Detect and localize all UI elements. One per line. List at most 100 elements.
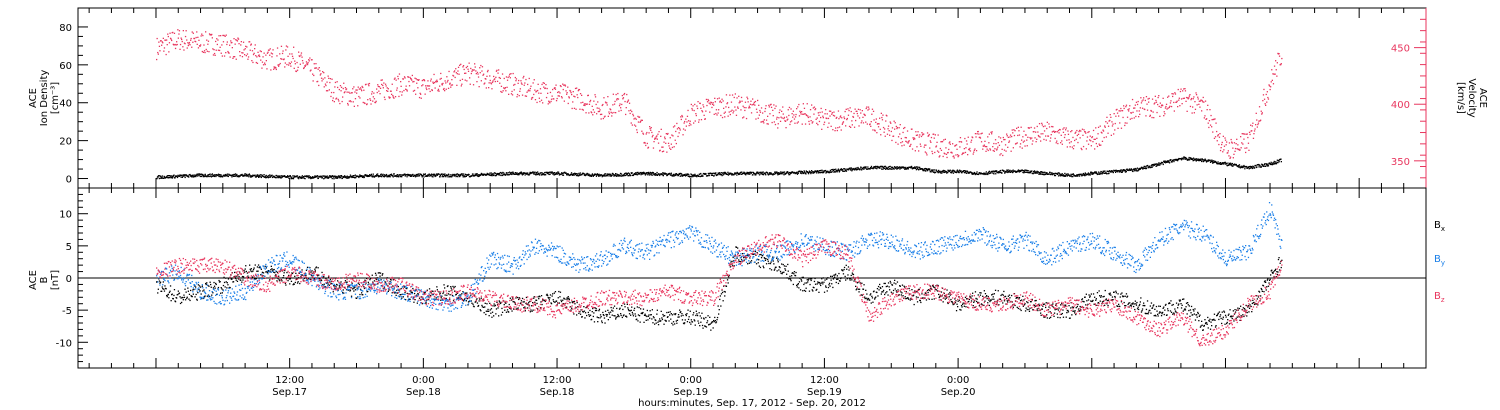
velocity-point <box>729 113 731 116</box>
density-point <box>1213 160 1215 162</box>
velocity-point <box>782 113 784 115</box>
velocity-point <box>1165 105 1167 108</box>
density-point <box>1084 175 1086 177</box>
density-point <box>1006 170 1008 172</box>
density-point <box>940 170 942 172</box>
velocity-point <box>345 88 348 90</box>
density-point <box>417 173 419 175</box>
velocity-point <box>502 90 504 92</box>
density-point <box>994 171 996 173</box>
velocity-point <box>343 92 345 94</box>
density-point <box>1036 170 1038 172</box>
velocity-point <box>359 87 362 89</box>
density-point <box>591 173 594 175</box>
velocity-point <box>223 34 225 37</box>
velocity-point <box>1193 96 1195 98</box>
velocity-point <box>475 73 477 75</box>
density-point <box>904 167 906 169</box>
velocity-point <box>547 103 549 105</box>
density-point <box>531 172 533 174</box>
velocity-point <box>466 80 468 82</box>
density-point <box>602 175 604 177</box>
density-point <box>427 174 430 176</box>
density-point <box>779 171 782 173</box>
bx-point <box>199 290 201 292</box>
velocity-point <box>377 85 379 88</box>
velocity-point <box>414 77 416 79</box>
density-point <box>904 168 906 170</box>
velocity-point <box>822 115 824 117</box>
bx-point <box>327 283 329 285</box>
density-point <box>1270 163 1272 166</box>
velocity-point <box>566 92 568 94</box>
density-point <box>251 175 254 178</box>
density-point <box>329 176 332 178</box>
velocity-point <box>216 38 218 40</box>
velocity-point <box>823 123 825 126</box>
velocity-point <box>669 137 671 139</box>
bx-point <box>250 270 252 272</box>
density-point <box>407 174 409 177</box>
density-point <box>738 173 740 176</box>
density-point <box>639 172 641 175</box>
density-point <box>288 177 290 179</box>
velocity-point <box>339 102 341 105</box>
velocity-point <box>1073 145 1075 147</box>
velocity-point <box>818 114 820 116</box>
density-point <box>684 173 686 176</box>
velocity-point <box>1195 94 1198 96</box>
velocity-point <box>1146 103 1148 105</box>
velocity-point <box>649 128 651 130</box>
density-point <box>769 172 771 174</box>
velocity-point <box>1089 135 1091 137</box>
density-point <box>168 175 171 177</box>
velocity-point <box>613 103 616 105</box>
velocity-point <box>516 96 518 98</box>
velocity-point <box>1037 131 1039 133</box>
velocity-point <box>1272 73 1274 75</box>
density-point <box>747 171 749 174</box>
velocity-point <box>529 87 531 90</box>
velocity-point <box>1006 133 1008 135</box>
bx-point <box>356 297 358 299</box>
density-point <box>287 175 289 177</box>
density-point <box>808 171 810 174</box>
velocity-point <box>629 112 631 115</box>
density-point <box>1230 164 1232 166</box>
velocity-point <box>161 44 163 46</box>
density-point <box>975 173 978 175</box>
density-point <box>614 174 616 176</box>
velocity-point <box>644 142 646 144</box>
density-point <box>477 174 479 176</box>
density-point <box>157 176 159 178</box>
velocity-point <box>598 107 600 109</box>
density-point <box>1251 167 1253 169</box>
velocity-point <box>872 129 874 131</box>
velocity-point <box>598 110 601 113</box>
density-point <box>1024 169 1026 171</box>
velocity-point <box>202 34 204 37</box>
velocity-point <box>930 141 932 143</box>
density-point <box>1068 174 1070 176</box>
velocity-point <box>1050 134 1052 136</box>
velocity-point <box>169 32 171 34</box>
velocity-point <box>333 91 335 94</box>
velocity-point <box>655 136 657 138</box>
velocity-point <box>177 29 179 31</box>
density-point <box>1211 159 1213 161</box>
density-point <box>574 173 577 176</box>
velocity-point <box>1223 149 1225 151</box>
velocity-point <box>1023 140 1026 142</box>
density-point <box>588 173 590 175</box>
density-point <box>360 175 362 178</box>
density-point <box>946 172 948 174</box>
velocity-point <box>1196 104 1198 106</box>
velocity-point <box>493 75 495 78</box>
velocity-point <box>554 87 556 89</box>
bx-point <box>288 278 290 280</box>
velocity-point <box>247 56 250 58</box>
velocity-point <box>711 106 713 109</box>
density-point <box>241 174 243 176</box>
density-point <box>1190 157 1192 159</box>
density-point <box>535 174 537 176</box>
